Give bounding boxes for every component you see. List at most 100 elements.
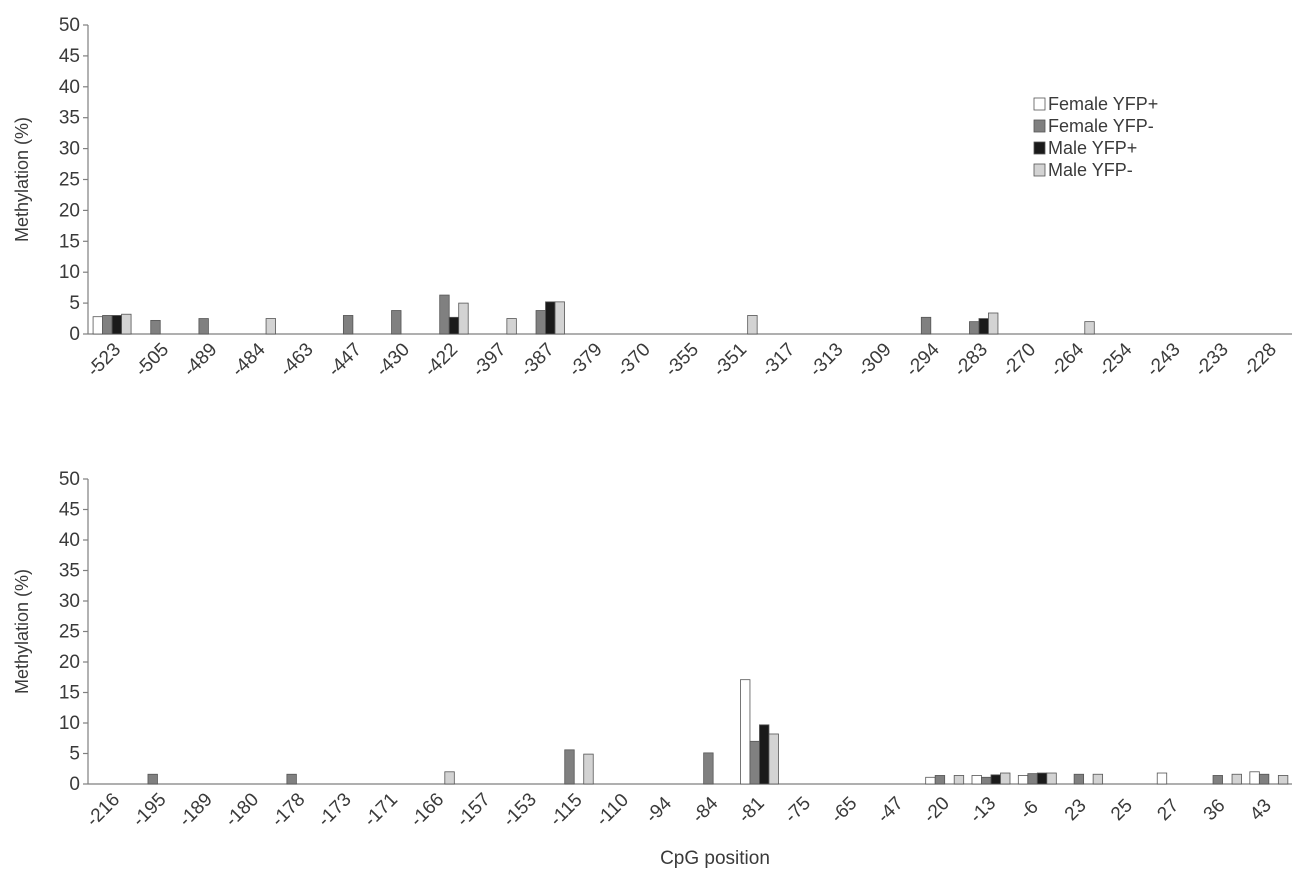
x-tick-label: -180 — [221, 789, 263, 831]
x-tick-label: -430 — [372, 339, 414, 381]
y-tick-label: 30 — [59, 139, 80, 160]
x-tick-label: -166 — [407, 789, 449, 831]
x-tick-label: 23 — [1061, 795, 1091, 825]
legend-label: Female YFP- — [1048, 116, 1154, 136]
bar-female-yfp--neg283 — [969, 321, 980, 335]
bar-female-yfp--neg13 — [971, 775, 982, 785]
legend-label: Female YFP+ — [1048, 94, 1158, 114]
x-tick-label: -294 — [902, 339, 944, 381]
bar-female-yfp--neg13 — [981, 776, 992, 785]
x-tick-label: -283 — [950, 339, 992, 381]
bar-male-yfp--neg283 — [978, 318, 989, 335]
y-axis-title: Methylation (%) — [12, 569, 32, 694]
x-tick-label: -6 — [1016, 797, 1043, 824]
legend-swatch — [1033, 141, 1046, 155]
y-tick-label: 0 — [69, 324, 80, 345]
y-tick-label: 0 — [69, 774, 80, 795]
x-tick-label: 27 — [1153, 795, 1183, 825]
y-tick-label: 5 — [69, 293, 80, 314]
bar-female-yfp--36 — [1212, 775, 1223, 785]
legend-label: Male YFP- — [1048, 160, 1133, 180]
x-tick-label: -195 — [129, 789, 171, 831]
x-tick-label: -397 — [469, 339, 511, 381]
bar-male-yfp--neg6 — [1046, 772, 1057, 785]
legend: Female YFP+Female YFP-Male YFP+Male YFP- — [1033, 94, 1158, 180]
x-tick-label: -264 — [1047, 339, 1089, 381]
bar-male-yfp--neg166 — [444, 771, 455, 785]
bar-female-yfp--neg84 — [703, 752, 714, 785]
x-tick-label: -178 — [268, 789, 310, 831]
x-tick-label: -422 — [420, 339, 462, 381]
y-tick-label: 15 — [59, 231, 80, 252]
y-tick-label: 15 — [59, 683, 80, 704]
bar-male-yfp--neg422 — [448, 316, 460, 335]
x-tick-label: -20 — [920, 793, 954, 827]
bar-female-yfp--neg20 — [925, 776, 936, 785]
x-tick-label: -13 — [966, 793, 1000, 827]
bar-female-yfp--neg195 — [147, 773, 158, 785]
y-tick-label: 50 — [59, 15, 80, 36]
x-tick-label: -216 — [82, 789, 124, 831]
y-tick-label: 20 — [59, 652, 80, 673]
x-tick-label: -75 — [781, 793, 815, 827]
x-tick-label: -189 — [175, 789, 217, 831]
x-tick-label: -173 — [314, 789, 356, 831]
x-tick-label: 25 — [1107, 795, 1137, 825]
legend-swatch — [1033, 119, 1046, 133]
bar-male-yfp--neg264 — [1084, 321, 1095, 335]
y-tick-label: 25 — [59, 170, 80, 191]
bar-female-yfp--neg422 — [439, 294, 450, 335]
y-tick-label: 45 — [59, 500, 80, 521]
x-tick-label: -157 — [453, 789, 495, 831]
bar-male-yfp--neg6 — [1036, 772, 1048, 785]
bar-male-yfp--neg387 — [545, 301, 556, 335]
bar-male-yfp--neg523 — [121, 313, 132, 335]
x-axis-title: CpG position — [660, 848, 770, 869]
y-tick-label: 20 — [59, 200, 80, 221]
bar-male-yfp--neg283 — [988, 312, 999, 335]
bar-female-yfp--neg6 — [1027, 773, 1038, 785]
x-tick-label: -351 — [709, 339, 751, 381]
bar-female-yfp--neg81 — [740, 679, 751, 785]
bar-male-yfp--neg13 — [1000, 772, 1011, 785]
x-tick-label: -489 — [180, 339, 222, 381]
y-tick-label: 25 — [59, 622, 80, 643]
bar-female-yfp--43 — [1258, 773, 1270, 785]
bar-male-yfp--43 — [1277, 775, 1289, 785]
x-tick-label: 43 — [1246, 795, 1276, 825]
legend-swatch — [1033, 97, 1046, 111]
bar-female-yfp--neg505 — [150, 319, 161, 335]
x-tick-label: -370 — [613, 339, 655, 381]
bar-female-yfp--neg115 — [564, 749, 575, 785]
x-tick-label: -94 — [642, 793, 677, 828]
x-tick-label: -447 — [324, 339, 366, 381]
x-tick-label: -84 — [688, 793, 723, 828]
x-tick-label: -355 — [661, 339, 703, 381]
x-tick-label: -505 — [131, 339, 173, 381]
bar-male-yfp--neg397 — [506, 318, 517, 335]
y-tick-label: 30 — [59, 591, 80, 612]
bar-male-yfp--23 — [1092, 773, 1104, 785]
x-tick-label: -387 — [517, 339, 559, 381]
bar-female-yfp--neg294 — [920, 316, 932, 335]
x-tick-label: -115 — [546, 790, 587, 831]
bar-male-yfp--neg115 — [583, 753, 594, 785]
bar-female-yfp--23 — [1073, 773, 1085, 785]
x-tick-label: -171 — [360, 789, 402, 831]
y-tick-label: 35 — [59, 108, 80, 129]
bar-female-yfp--neg447 — [342, 315, 354, 335]
x-tick-label: 36 — [1200, 795, 1230, 825]
x-tick-label: -523 — [83, 339, 125, 381]
x-tick-label: -228 — [1239, 339, 1281, 381]
bar-male-yfp--neg351 — [747, 315, 758, 335]
x-tick-label: -463 — [276, 339, 318, 381]
x-tick-label: -317 — [758, 339, 800, 381]
legend-swatch — [1033, 163, 1046, 177]
x-tick-label: -379 — [565, 339, 607, 381]
bar-female-yfp--43 — [1249, 771, 1260, 785]
bar-female-yfp--neg523 — [92, 316, 103, 335]
x-tick-label: -484 — [228, 339, 270, 381]
